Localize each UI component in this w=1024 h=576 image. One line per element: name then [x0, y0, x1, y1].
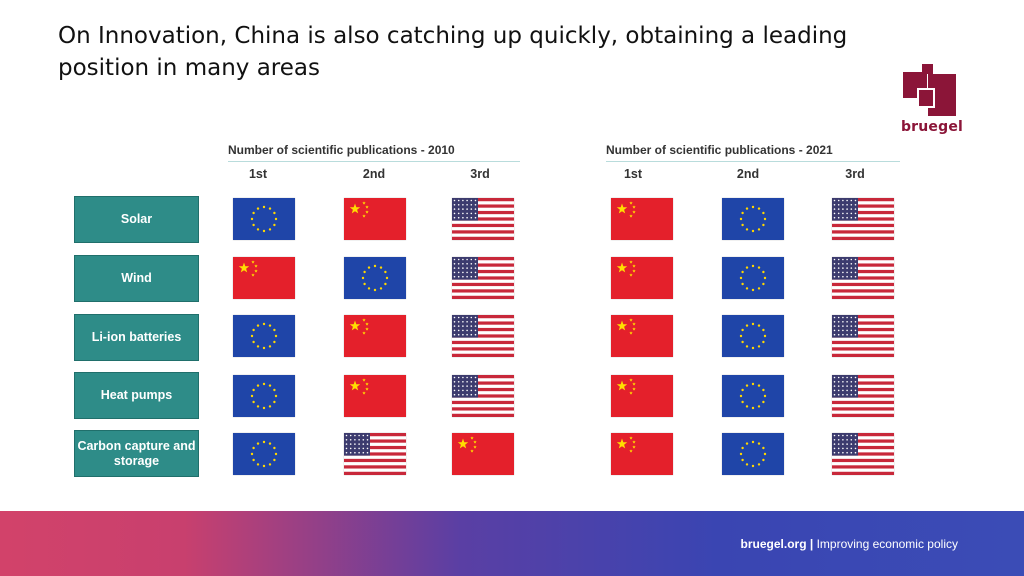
- eu-flag-icon: [722, 198, 784, 240]
- category-heat-pumps: Heat pumps: [74, 372, 199, 419]
- eu-flag-icon: [722, 315, 784, 357]
- eu-flag-icon: [722, 375, 784, 417]
- rank-3rd-2021: 3rd: [845, 167, 865, 181]
- rank-2nd-2010: 2nd: [362, 167, 386, 181]
- china-flag-icon: [611, 198, 673, 240]
- us-flag-icon: [832, 433, 894, 475]
- eu-flag-icon: [233, 315, 295, 357]
- panel-title-2010: Number of scientific publications - 2010: [228, 143, 520, 162]
- us-flag-icon: [452, 257, 514, 299]
- us-flag-icon: [452, 315, 514, 357]
- us-flag-icon: [832, 198, 894, 240]
- category-wind: Wind: [74, 255, 199, 302]
- rank-3rd-2010: 3rd: [470, 167, 490, 181]
- category-solar: Solar: [74, 196, 199, 243]
- footer-text: bruegel.org | Improving economic policy: [741, 537, 958, 551]
- bruegel-logo-icon: [895, 62, 967, 138]
- us-flag-icon: [832, 375, 894, 417]
- china-flag-icon: [611, 433, 673, 475]
- china-flag-icon: [344, 375, 406, 417]
- us-flag-icon: [452, 375, 514, 417]
- footer-tagline: Improving economic policy: [816, 537, 958, 551]
- china-flag-icon: [452, 433, 514, 475]
- eu-flag-icon: [233, 433, 295, 475]
- rank-1st-2021: 1st: [623, 167, 643, 181]
- eu-flag-icon: [233, 198, 295, 240]
- slide-title: On Innovation, China is also catching up…: [58, 23, 848, 81]
- us-flag-icon: [344, 433, 406, 475]
- panel-title-2021: Number of scientific publications - 2021: [606, 143, 900, 162]
- china-flag-icon: [344, 198, 406, 240]
- footer-separator: |: [809, 537, 814, 551]
- us-flag-icon: [452, 198, 514, 240]
- china-flag-icon: [233, 257, 295, 299]
- category-carbon-capture: Carbon capture and storage: [74, 430, 199, 477]
- category-li-ion-batteries: Li-ion batteries: [74, 314, 199, 361]
- china-flag-icon: [611, 257, 673, 299]
- china-flag-icon: [611, 375, 673, 417]
- us-flag-icon: [832, 315, 894, 357]
- footer-band: bruegel.org | Improving economic policy: [0, 511, 1024, 576]
- footer-site: bruegel.org: [740, 537, 807, 551]
- rank-2nd-2021: 2nd: [736, 167, 760, 181]
- eu-flag-icon: [233, 375, 295, 417]
- china-flag-icon: [611, 315, 673, 357]
- china-flag-icon: [344, 315, 406, 357]
- eu-flag-icon: [722, 257, 784, 299]
- us-flag-icon: [832, 257, 894, 299]
- eu-flag-icon: [344, 257, 406, 299]
- logo-wordmark: bruegel: [900, 119, 964, 135]
- eu-flag-icon: [722, 433, 784, 475]
- rank-1st-2010: 1st: [248, 167, 268, 181]
